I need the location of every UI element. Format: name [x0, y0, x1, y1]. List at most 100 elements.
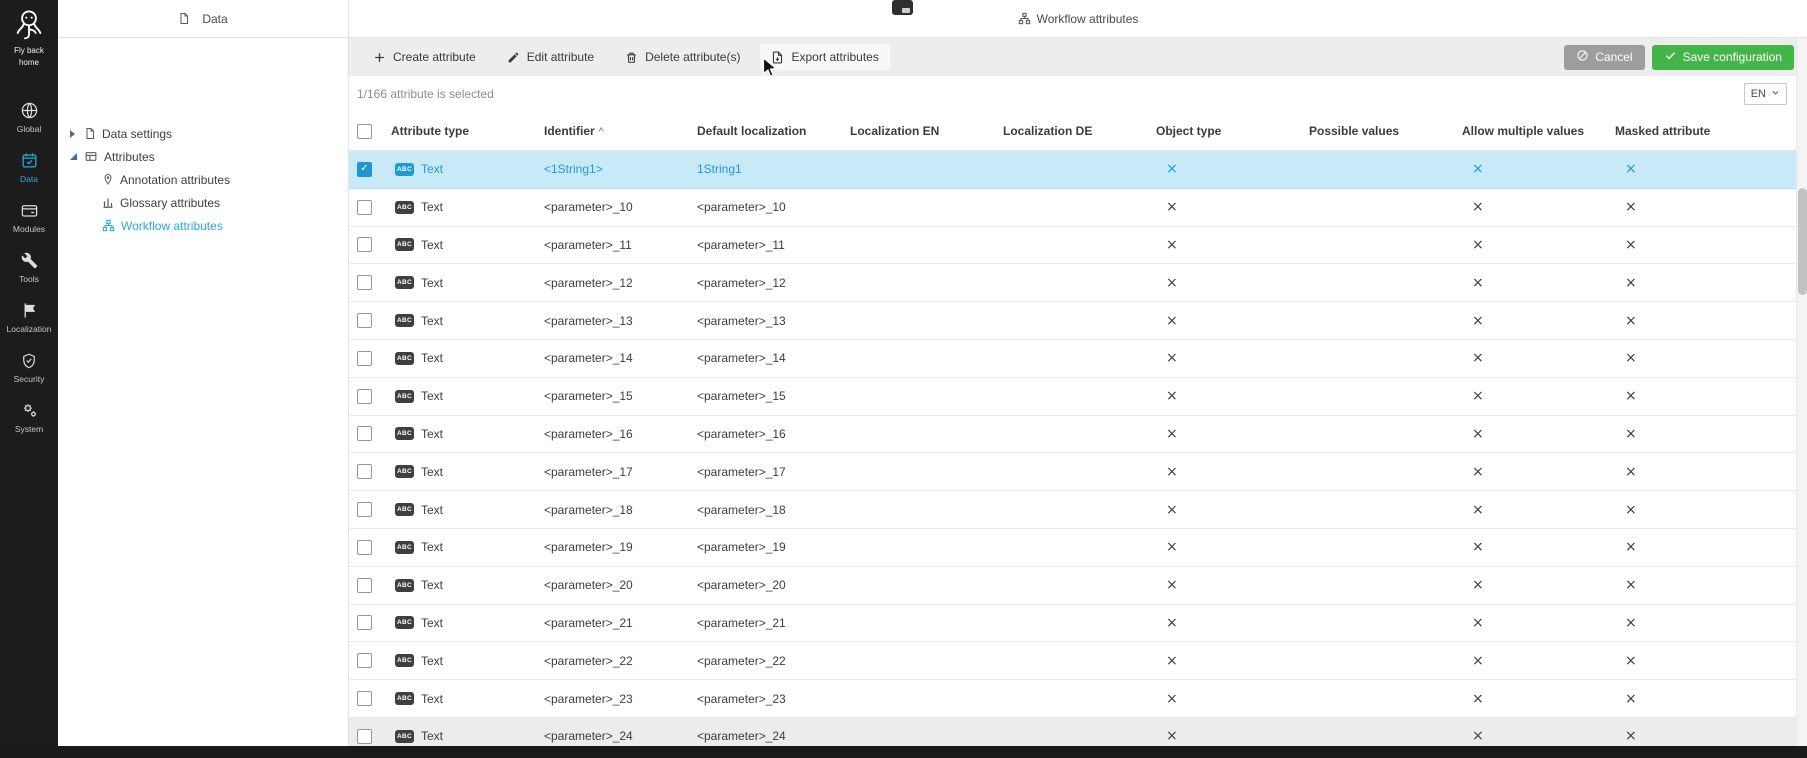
table-row[interactable]: ✓ ABC Text <parameter>_21 <parameter>_21…: [349, 605, 1807, 643]
attribute-type-cell: ABC Text: [391, 503, 544, 517]
row-checkbox[interactable]: ✓: [357, 615, 372, 630]
identifier-value: <parameter>_15: [544, 389, 697, 403]
column-header-masked-attribute[interactable]: Masked attribute: [1615, 124, 1768, 138]
footer-bar: [0, 746, 1807, 758]
row-checkbox[interactable]: ✓: [357, 653, 372, 668]
row-checkbox[interactable]: ✓: [357, 540, 372, 555]
delete-attributes-button[interactable]: Delete attribute(s): [614, 44, 751, 70]
sidebar-item-global[interactable]: Global: [0, 92, 58, 142]
table-row[interactable]: ✓ ABC Text <parameter>_22 <parameter>_22…: [349, 642, 1807, 680]
table-row[interactable]: ✓ ABC Text <parameter>_11 <parameter>_11…: [349, 227, 1807, 265]
table-row[interactable]: ✓ ABC Text <parameter>_16 <parameter>_16…: [349, 416, 1807, 454]
identifier-value: <parameter>_22: [544, 654, 697, 668]
table-row[interactable]: ✓ ABC Text <parameter>_18 <parameter>_18…: [349, 491, 1807, 529]
column-header-identifier[interactable]: Identifier^: [544, 124, 697, 138]
table-row[interactable]: ✓ ABC Text <parameter>_23 <parameter>_23…: [349, 680, 1807, 718]
allow-multiple-values-value: ×: [1462, 199, 1615, 215]
row-checkbox[interactable]: ✓: [357, 729, 372, 744]
sidebar-item-modules[interactable]: Modules: [0, 192, 58, 242]
sidebar-item-system[interactable]: System: [0, 392, 58, 442]
table-row[interactable]: ✓ ABC Text <parameter>_15 <parameter>_15…: [349, 378, 1807, 416]
object-type-value: ×: [1156, 388, 1309, 404]
identifier-value: <parameter>_11: [544, 238, 697, 252]
sidebar-item-localization[interactable]: Localization: [0, 292, 58, 342]
attribute-type-cell: ABC Text: [391, 238, 544, 252]
column-header-allow-multiple-values[interactable]: Allow multiple values: [1462, 124, 1615, 138]
object-type-value: ×: [1156, 615, 1309, 631]
masked-attribute-value: ×: [1615, 237, 1768, 253]
text-type-icon: ABC: [395, 579, 414, 592]
table-row[interactable]: ✓ ABC Text <parameter>_13 <parameter>_13…: [349, 302, 1807, 340]
default-localization-value: <parameter>_17: [697, 465, 850, 479]
table-row[interactable]: ✓ ABC Text <parameter>_20 <parameter>_20…: [349, 567, 1807, 605]
row-checkbox[interactable]: ✓: [357, 578, 372, 593]
column-header-localization-de[interactable]: Localization DE: [1003, 124, 1156, 138]
tree-panel-tab-data[interactable]: Data: [58, 0, 348, 38]
table-row[interactable]: ✓ ABC Text <1String1> 1String1 × × ×: [349, 151, 1807, 189]
tree-item-attributes[interactable]: Attributes: [58, 145, 348, 168]
language-dropdown[interactable]: EN: [1744, 83, 1787, 105]
object-type-value: ×: [1156, 691, 1309, 707]
object-type-value: ×: [1156, 653, 1309, 669]
table-row[interactable]: ✓ ABC Text <parameter>_12 <parameter>_12…: [349, 264, 1807, 302]
row-checkbox[interactable]: ✓: [357, 389, 372, 404]
row-checkbox[interactable]: ✓: [357, 162, 372, 177]
tree-panel-title: Data: [202, 12, 227, 26]
row-checkbox[interactable]: ✓: [357, 464, 372, 479]
export-attributes-button[interactable]: Export attributes: [760, 44, 889, 70]
tree-item-data-settings[interactable]: Data settings: [58, 122, 348, 145]
column-header-possible-values[interactable]: Possible values: [1309, 124, 1462, 138]
default-localization-value: <parameter>_24: [697, 729, 850, 743]
allow-multiple-values-value: ×: [1462, 577, 1615, 593]
edit-attribute-button[interactable]: Edit attribute: [496, 44, 605, 70]
masked-attribute-value: ×: [1615, 350, 1768, 366]
attribute-type-cell: ABC Text: [391, 465, 544, 479]
attribute-type-value: Text: [421, 692, 443, 706]
row-checkbox[interactable]: ✓: [357, 313, 372, 328]
table-row[interactable]: ✓ ABC Text <parameter>_17 <parameter>_17…: [349, 453, 1807, 491]
attribute-type-cell: ABC Text: [391, 314, 544, 328]
object-type-value: ×: [1156, 313, 1309, 329]
column-header-object-type[interactable]: Object type: [1156, 124, 1309, 138]
row-checkbox[interactable]: ✓: [357, 275, 372, 290]
masked-attribute-value: ×: [1615, 388, 1768, 404]
scrollbar-thumb[interactable]: [1798, 188, 1807, 295]
attribute-type-value: Text: [421, 314, 443, 328]
identifier-value: <parameter>_19: [544, 540, 697, 554]
row-checkbox[interactable]: ✓: [357, 351, 372, 366]
column-header-localization-en[interactable]: Localization EN: [850, 124, 1003, 138]
main-header: Workflow attributes: [349, 0, 1807, 38]
attribute-type-value: Text: [421, 351, 443, 365]
row-checkbox[interactable]: ✓: [357, 200, 372, 215]
cancel-button[interactable]: Cancel: [1564, 45, 1644, 70]
window-badge-icon: [892, 0, 913, 15]
row-checkbox[interactable]: ✓: [357, 426, 372, 441]
expander-collapsed-icon[interactable]: [70, 130, 84, 138]
identifier-value: <parameter>_12: [544, 276, 697, 290]
table-row[interactable]: ✓ ABC Text <parameter>_14 <parameter>_14…: [349, 340, 1807, 378]
tree-item-glossary-attributes[interactable]: Glossary attributes: [58, 191, 348, 214]
main-panel: Workflow attributes Create attribute Edi…: [349, 0, 1807, 758]
pin-icon: [102, 173, 114, 186]
row-checkbox[interactable]: ✓: [357, 502, 372, 517]
sidebar-item-data[interactable]: Data: [0, 142, 58, 192]
column-header-default-localization[interactable]: Default localization: [697, 124, 850, 138]
save-configuration-button[interactable]: Save configuration: [1652, 45, 1794, 70]
column-header-attribute-type[interactable]: Attribute type: [391, 124, 544, 138]
object-type-value: ×: [1156, 728, 1309, 744]
masked-attribute-value: ×: [1615, 502, 1768, 518]
tree-item-annotation-attributes[interactable]: Annotation attributes: [58, 168, 348, 191]
table-row[interactable]: ✓ ABC Text <parameter>_10 <parameter>_10…: [349, 189, 1807, 227]
select-all-checkbox[interactable]: ✓: [357, 124, 372, 139]
sidebar-item-tools[interactable]: Tools: [0, 242, 58, 292]
vertical-scrollbar[interactable]: [1796, 38, 1807, 746]
row-checkbox[interactable]: ✓: [357, 237, 372, 252]
app-logo[interactable]: Fly backhome: [0, 0, 58, 92]
tree-item-workflow-attributes[interactable]: Workflow attributes: [58, 214, 348, 237]
expander-expanded-icon[interactable]: [70, 153, 84, 160]
sidebar-item-security[interactable]: Security: [0, 342, 58, 392]
row-checkbox[interactable]: ✓: [357, 691, 372, 706]
create-attribute-button[interactable]: Create attribute: [362, 44, 487, 70]
masked-attribute-value: ×: [1615, 577, 1768, 593]
table-row[interactable]: ✓ ABC Text <parameter>_19 <parameter>_19…: [349, 529, 1807, 567]
